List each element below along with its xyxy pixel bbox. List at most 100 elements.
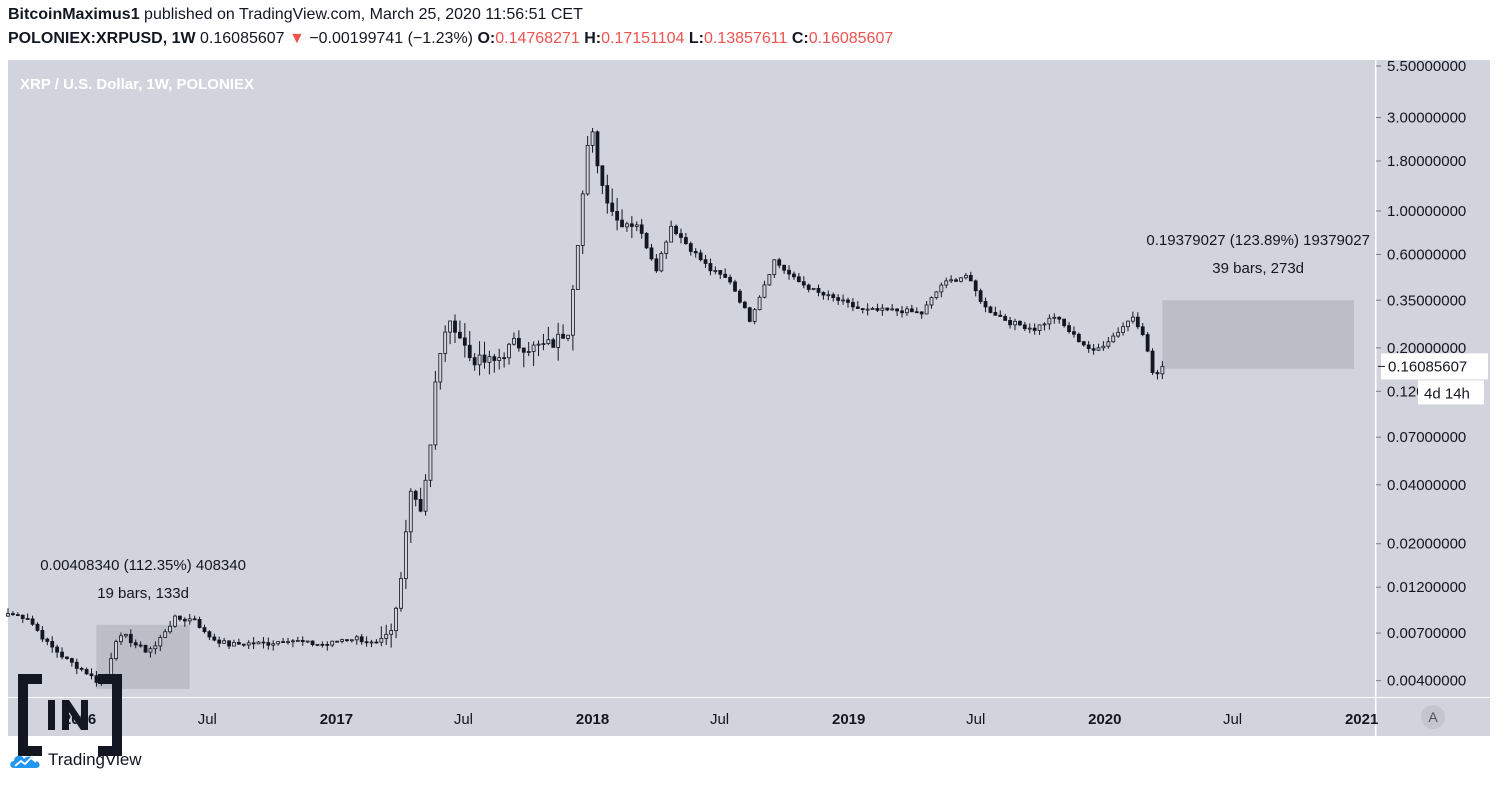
candle-body[interactable] xyxy=(541,343,546,346)
candle-body[interactable] xyxy=(79,668,84,670)
candle-body[interactable] xyxy=(197,619,202,628)
candle-body[interactable] xyxy=(959,277,963,282)
candle-body[interactable] xyxy=(354,636,359,641)
candle-body[interactable] xyxy=(413,490,418,500)
candle-body[interactable] xyxy=(1076,333,1081,343)
candle-body[interactable] xyxy=(841,299,845,302)
candle-body[interactable] xyxy=(182,618,187,622)
candle-body[interactable] xyxy=(1160,366,1165,375)
candle-body[interactable] xyxy=(15,614,20,617)
candle-body[interactable] xyxy=(516,337,521,349)
candle-body[interactable] xyxy=(428,444,433,481)
candle-body[interactable] xyxy=(246,642,251,646)
candle-body[interactable] xyxy=(315,643,320,646)
candle-body[interactable] xyxy=(566,334,570,339)
candle-body[interactable] xyxy=(143,644,148,653)
candle-body[interactable] xyxy=(1027,327,1032,330)
candle-body[interactable] xyxy=(659,253,664,272)
candle-body[interactable] xyxy=(30,618,35,625)
candle-body[interactable] xyxy=(536,343,541,346)
candle-body[interactable] xyxy=(1126,320,1130,328)
candle-body[interactable] xyxy=(133,642,138,646)
candle-body[interactable] xyxy=(487,356,492,363)
candle-body[interactable] xyxy=(929,297,934,306)
tradingview-brand[interactable]: TradingView xyxy=(8,750,142,770)
candle-body[interactable] xyxy=(973,280,978,292)
candle-body[interactable] xyxy=(94,675,99,683)
candle-body[interactable] xyxy=(988,306,993,313)
candle-body[interactable] xyxy=(335,640,340,643)
candle-body[interactable] xyxy=(153,645,158,650)
candle-body[interactable] xyxy=(644,233,649,249)
candle-body[interactable] xyxy=(934,291,939,299)
candle-body[interactable] xyxy=(1052,316,1057,319)
candle-body[interactable] xyxy=(1072,331,1076,335)
candle-body[interactable] xyxy=(1155,372,1160,375)
candle-body[interactable] xyxy=(1121,326,1125,333)
candle-body[interactable] xyxy=(757,296,762,311)
candle-body[interactable] xyxy=(806,284,811,290)
candle-body[interactable] xyxy=(11,613,15,616)
candle-body[interactable] xyxy=(50,641,55,648)
candle-body[interactable] xyxy=(767,274,772,286)
candle-body[interactable] xyxy=(458,331,462,339)
candle-body[interactable] xyxy=(1140,326,1145,336)
candle-body[interactable] xyxy=(733,281,737,292)
candle-body[interactable] xyxy=(399,578,403,609)
candle-body[interactable] xyxy=(89,673,94,677)
candle-body[interactable] xyxy=(1018,320,1022,326)
candle-body[interactable] xyxy=(1081,341,1086,346)
candle-body[interactable] xyxy=(369,641,374,644)
candle-body[interactable] xyxy=(320,643,325,646)
candle-body[interactable] xyxy=(600,165,605,186)
auto-scale-button[interactable] xyxy=(1421,705,1445,729)
candle-body[interactable] xyxy=(639,224,644,234)
candle-body[interactable] xyxy=(158,637,163,647)
candle-body[interactable] xyxy=(74,661,79,669)
candle-body[interactable] xyxy=(718,270,723,275)
candle-body[interactable] xyxy=(251,642,256,645)
candle-body[interactable] xyxy=(826,294,831,297)
candle-body[interactable] xyxy=(1013,320,1017,326)
candle-body[interactable] xyxy=(698,252,703,261)
candle-body[interactable] xyxy=(860,308,865,310)
candle-body[interactable] xyxy=(649,247,654,260)
candle-body[interactable] xyxy=(944,280,949,286)
candle-body[interactable] xyxy=(202,627,207,633)
candle-body[interactable] xyxy=(364,641,369,644)
candle-body[interactable] xyxy=(163,631,168,638)
candle-body[interactable] xyxy=(20,614,25,619)
candle-body[interactable] xyxy=(752,309,757,322)
measure-box[interactable] xyxy=(1162,300,1354,369)
candle-body[interactable] xyxy=(968,274,973,282)
candle-body[interactable] xyxy=(472,357,477,366)
candle-body[interactable] xyxy=(256,641,261,645)
candle-body[interactable] xyxy=(217,639,222,644)
candle-body[interactable] xyxy=(1116,331,1121,337)
time-axis[interactable] xyxy=(8,697,1375,736)
candle-body[interactable] xyxy=(713,270,718,272)
candle-body[interactable] xyxy=(222,640,227,644)
candle-body[interactable] xyxy=(408,490,413,533)
candle-body[interactable] xyxy=(654,258,659,272)
candle-body[interactable] xyxy=(625,223,629,228)
candle-body[interactable] xyxy=(55,646,60,653)
candle-body[interactable] xyxy=(453,320,457,333)
candle-body[interactable] xyxy=(634,224,639,227)
candle-body[interactable] xyxy=(664,241,669,254)
candle-body[interactable] xyxy=(939,284,944,293)
candle-body[interactable] xyxy=(423,479,428,512)
candle-body[interactable] xyxy=(467,344,472,359)
candle-body[interactable] xyxy=(291,640,295,643)
candle-body[interactable] xyxy=(620,219,624,228)
candle-body[interactable] xyxy=(497,357,502,361)
candle-body[interactable] xyxy=(507,343,511,359)
candle-body[interactable] xyxy=(232,642,236,647)
candle-body[interactable] xyxy=(919,311,924,315)
candle-body[interactable] xyxy=(521,347,526,353)
candle-body[interactable] xyxy=(585,145,590,195)
candle-body[interactable] xyxy=(403,531,408,579)
candle-body[interactable] xyxy=(1145,334,1150,352)
candle-body[interactable] xyxy=(462,337,467,346)
candle-body[interactable] xyxy=(914,311,919,314)
